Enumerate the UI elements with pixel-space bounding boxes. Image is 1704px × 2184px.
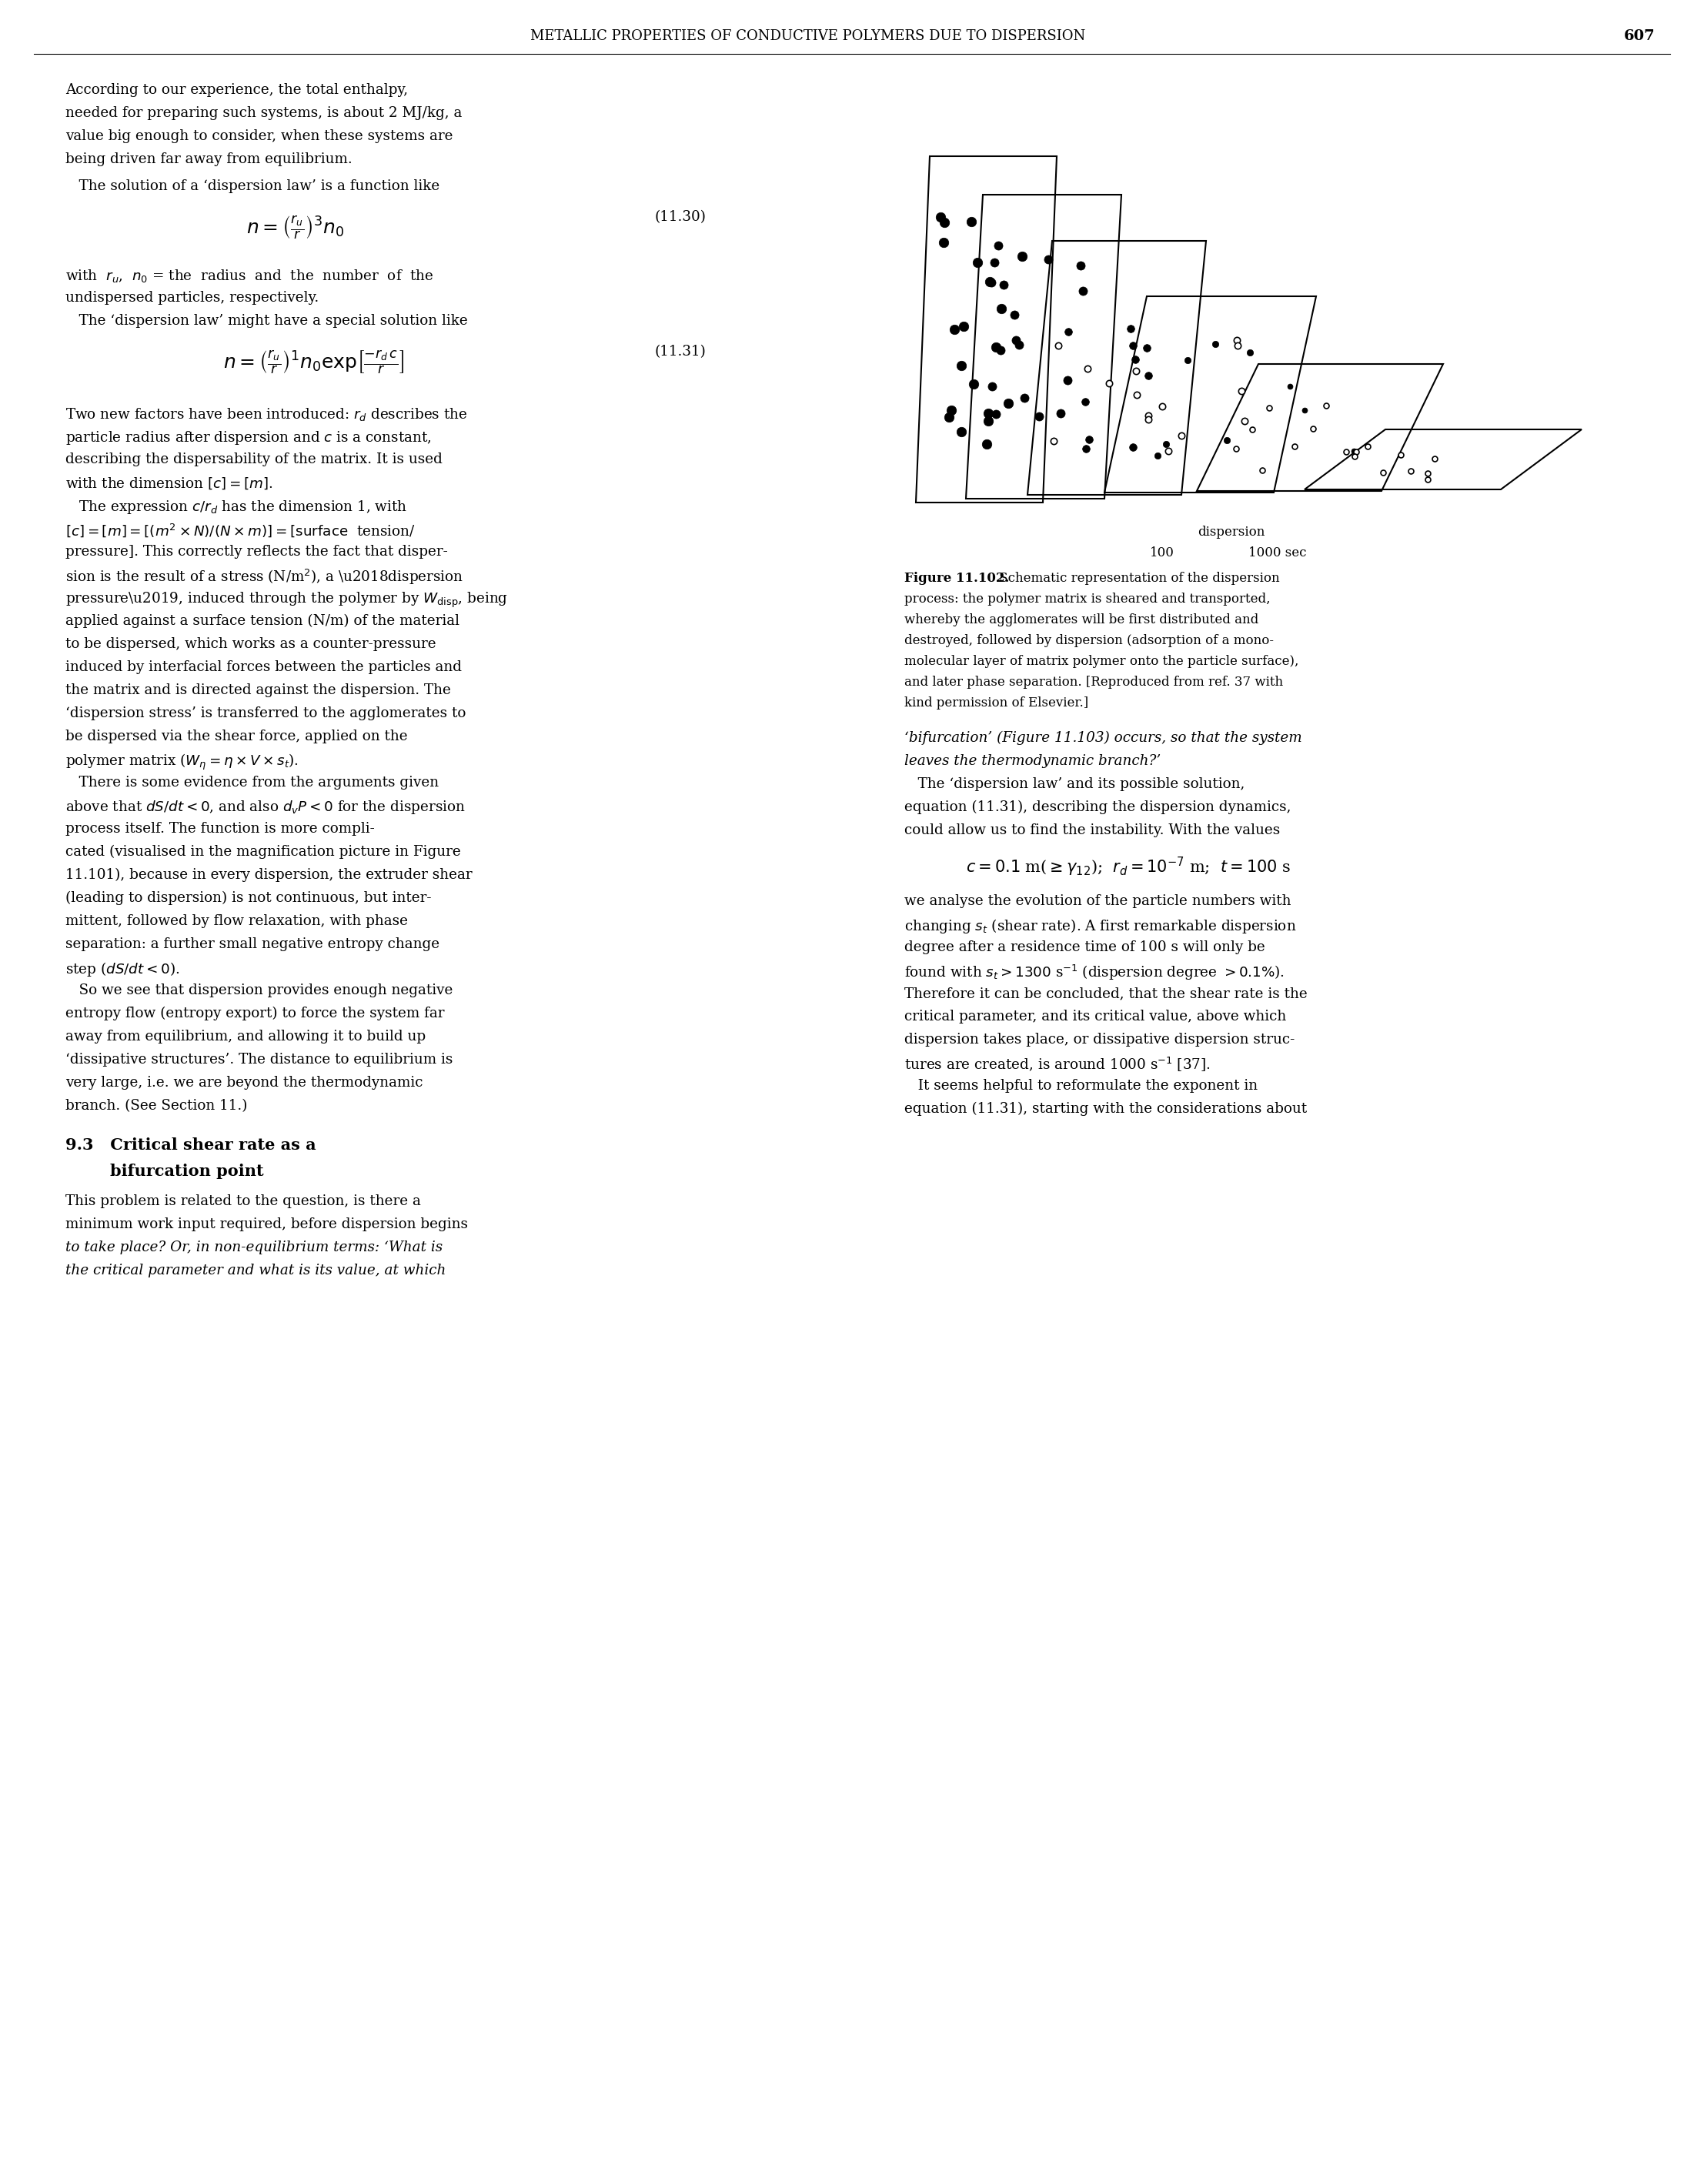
- Text: changing $s_t$ (shear rate). A first remarkable dispersion: changing $s_t$ (shear rate). A first rem…: [905, 917, 1297, 935]
- Text: describing the dispersability of the matrix. It is used: describing the dispersability of the mat…: [65, 452, 443, 467]
- Text: degree after a residence time of 100 s will only be: degree after a residence time of 100 s w…: [905, 941, 1264, 954]
- Text: critical parameter, and its critical value, above which: critical parameter, and its critical val…: [905, 1009, 1287, 1024]
- Text: equation (11.31), describing the dispersion dynamics,: equation (11.31), describing the dispers…: [905, 799, 1292, 815]
- Text: METALLIC PROPERTIES OF CONDUCTIVE POLYMERS DUE TO DISPERSION: METALLIC PROPERTIES OF CONDUCTIVE POLYME…: [530, 28, 1085, 44]
- Text: process: the polymer matrix is sheared and transported,: process: the polymer matrix is sheared a…: [905, 592, 1269, 605]
- Text: It seems helpful to reformulate the exponent in: It seems helpful to reformulate the expo…: [905, 1079, 1258, 1092]
- Text: entropy flow (entropy export) to force the system far: entropy flow (entropy export) to force t…: [65, 1007, 445, 1020]
- Text: above that $dS/dt < 0$, and also $d_v P < 0$ for the dispersion: above that $dS/dt < 0$, and also $d_v P …: [65, 799, 465, 817]
- Text: 1000 sec: 1000 sec: [1249, 546, 1307, 559]
- Text: with  $r_u$,  $n_0$ = the  radius  and  the  number  of  the: with $r_u$, $n_0$ = the radius and the n…: [65, 269, 435, 284]
- Text: 100: 100: [1150, 546, 1174, 559]
- Text: separation: a further small negative entropy change: separation: a further small negative ent…: [65, 937, 440, 952]
- Text: the matrix and is directed against the dispersion. The: the matrix and is directed against the d…: [65, 684, 452, 697]
- Text: be dispersed via the shear force, applied on the: be dispersed via the shear force, applie…: [65, 729, 407, 743]
- Text: $c = 0.1$ m($\geq \gamma_{12}$);  $r_d = 10^{-7}$ m;  $t = 100$ s: $c = 0.1$ m($\geq \gamma_{12}$); $r_d = …: [966, 856, 1292, 878]
- Text: with the dimension $[c] = [m]$.: with the dimension $[c] = [m]$.: [65, 476, 273, 491]
- Text: $[c] = [m] = [(m^2 \times N)/(N \times m)] = [\text{surface}$  tension/: $[c] = [m] = [(m^2 \times N)/(N \times m…: [65, 522, 416, 539]
- Text: $n = \left(\frac{r_u}{r}\right)^1 n_0 \exp\!\left[\frac{-r_d\,c}{r}\right]$: $n = \left(\frac{r_u}{r}\right)^1 n_0 \e…: [223, 349, 404, 376]
- Text: away from equilibrium, and allowing it to build up: away from equilibrium, and allowing it t…: [65, 1029, 426, 1044]
- Text: whereby the agglomerates will be first distributed and: whereby the agglomerates will be first d…: [905, 614, 1259, 627]
- Text: to be dispersed, which works as a counter-pressure: to be dispersed, which works as a counte…: [65, 638, 436, 651]
- Text: induced by interfacial forces between the particles and: induced by interfacial forces between th…: [65, 660, 462, 675]
- Text: cated (visualised in the magnification picture in Figure: cated (visualised in the magnification p…: [65, 845, 460, 858]
- Text: bifurcation point: bifurcation point: [65, 1164, 264, 1179]
- Text: being driven far away from equilibrium.: being driven far away from equilibrium.: [65, 153, 353, 166]
- Text: could allow us to find the instability. With the values: could allow us to find the instability. …: [905, 823, 1280, 836]
- Text: ‘bifurcation’ (Figure 11.103) occurs, so that the system: ‘bifurcation’ (Figure 11.103) occurs, so…: [905, 732, 1302, 745]
- Text: dispersion takes place, or dissipative dispersion struc-: dispersion takes place, or dissipative d…: [905, 1033, 1295, 1046]
- Text: The ‘dispersion law’ might have a special solution like: The ‘dispersion law’ might have a specia…: [65, 314, 469, 328]
- Text: step ($dS/dt < 0$).: step ($dS/dt < 0$).: [65, 961, 179, 978]
- Text: ‘dispersion stress’ is transferred to the agglomerates to: ‘dispersion stress’ is transferred to th…: [65, 705, 465, 721]
- Text: According to our experience, the total enthalpy,: According to our experience, the total e…: [65, 83, 407, 96]
- Text: The ‘dispersion law’ and its possible solution,: The ‘dispersion law’ and its possible so…: [905, 778, 1246, 791]
- Text: we analyse the evolution of the particle numbers with: we analyse the evolution of the particle…: [905, 893, 1292, 909]
- Text: The solution of a ‘dispersion law’ is a function like: The solution of a ‘dispersion law’ is a …: [65, 179, 440, 192]
- Text: and later phase separation. [Reproduced from ref. 37 with: and later phase separation. [Reproduced …: [905, 675, 1283, 688]
- Text: destroyed, followed by dispersion (adsorption of a mono-: destroyed, followed by dispersion (adsor…: [905, 633, 1275, 646]
- Text: undispersed particles, respectively.: undispersed particles, respectively.: [65, 290, 319, 306]
- Text: This problem is related to the question, is there a: This problem is related to the question,…: [65, 1195, 421, 1208]
- Text: particle radius after dispersion and $c$ is a constant,: particle radius after dispersion and $c$…: [65, 430, 431, 446]
- Text: Figure 11.102.: Figure 11.102.: [905, 572, 1009, 585]
- Text: very large, i.e. we are beyond the thermodynamic: very large, i.e. we are beyond the therm…: [65, 1077, 423, 1090]
- Text: equation (11.31), starting with the considerations about: equation (11.31), starting with the cons…: [905, 1103, 1307, 1116]
- Text: found with $s_t > 1300$ s$^{-1}$ (dispersion degree $> 0.1\%$).: found with $s_t > 1300$ s$^{-1}$ (disper…: [905, 963, 1285, 983]
- Text: (11.31): (11.31): [654, 345, 705, 358]
- Text: pressure\u2019, induced through the polymer by $W_{\rm disp}$, being: pressure\u2019, induced through the poly…: [65, 592, 508, 609]
- Text: molecular layer of matrix polymer onto the particle surface),: molecular layer of matrix polymer onto t…: [905, 655, 1298, 668]
- Text: dispersion: dispersion: [1198, 526, 1264, 539]
- Text: 607: 607: [1624, 28, 1655, 44]
- Text: Therefore it can be concluded, that the shear rate is the: Therefore it can be concluded, that the …: [905, 987, 1307, 1000]
- Text: to take place? Or, in non-equilibrium terms: ‘What is: to take place? Or, in non-equilibrium te…: [65, 1241, 443, 1254]
- Text: (leading to dispersion) is not continuous, but inter-: (leading to dispersion) is not continuou…: [65, 891, 431, 904]
- Text: 9.3   Critical shear rate as a: 9.3 Critical shear rate as a: [65, 1138, 315, 1153]
- Text: 11.101), because in every dispersion, the extruder shear: 11.101), because in every dispersion, th…: [65, 867, 472, 882]
- Text: (11.30): (11.30): [654, 210, 705, 225]
- Text: There is some evidence from the arguments given: There is some evidence from the argument…: [65, 775, 440, 791]
- Text: mittent, followed by flow relaxation, with phase: mittent, followed by flow relaxation, wi…: [65, 915, 407, 928]
- Text: So we see that dispersion provides enough negative: So we see that dispersion provides enoug…: [65, 983, 453, 998]
- Text: leaves the thermodynamic branch?’: leaves the thermodynamic branch?’: [905, 753, 1160, 769]
- Text: pressure]. This correctly reflects the fact that disper-: pressure]. This correctly reflects the f…: [65, 544, 448, 559]
- Text: branch. (See Section 11.): branch. (See Section 11.): [65, 1099, 247, 1114]
- Text: ‘dissipative structures’. The distance to equilibrium is: ‘dissipative structures’. The distance t…: [65, 1053, 453, 1066]
- Text: applied against a surface tension (N/m) of the material: applied against a surface tension (N/m) …: [65, 614, 460, 629]
- Text: polymer matrix ($W_{\eta} = \eta \times V \times s_t$).: polymer matrix ($W_{\eta} = \eta \times …: [65, 753, 298, 771]
- Text: sion is the result of a stress (N/m$^2$), a \u2018dispersion: sion is the result of a stress (N/m$^2$)…: [65, 568, 463, 587]
- Text: the critical parameter and what is its value, at which: the critical parameter and what is its v…: [65, 1265, 446, 1278]
- Text: kind permission of Elsevier.]: kind permission of Elsevier.]: [905, 697, 1089, 710]
- Text: $n = \left(\frac{r_u}{r}\right)^3 n_0$: $n = \left(\frac{r_u}{r}\right)^3 n_0$: [247, 214, 344, 240]
- Text: value big enough to consider, when these systems are: value big enough to consider, when these…: [65, 129, 453, 144]
- Text: The expression $c/r_d$ has the dimension 1, with: The expression $c/r_d$ has the dimension…: [65, 498, 407, 515]
- Text: tures are created, is around 1000 s$^{-1}$ [37].: tures are created, is around 1000 s$^{-1…: [905, 1055, 1210, 1075]
- Text: Two new factors have been introduced: $r_d$ describes the: Two new factors have been introduced: $r…: [65, 406, 467, 422]
- Text: minimum work input required, before dispersion begins: minimum work input required, before disp…: [65, 1216, 469, 1232]
- Text: Schematic representation of the dispersion: Schematic representation of the dispersi…: [995, 572, 1280, 585]
- Text: needed for preparing such systems, is about 2 MJ/kg, a: needed for preparing such systems, is ab…: [65, 107, 462, 120]
- Text: process itself. The function is more compli-: process itself. The function is more com…: [65, 821, 375, 836]
